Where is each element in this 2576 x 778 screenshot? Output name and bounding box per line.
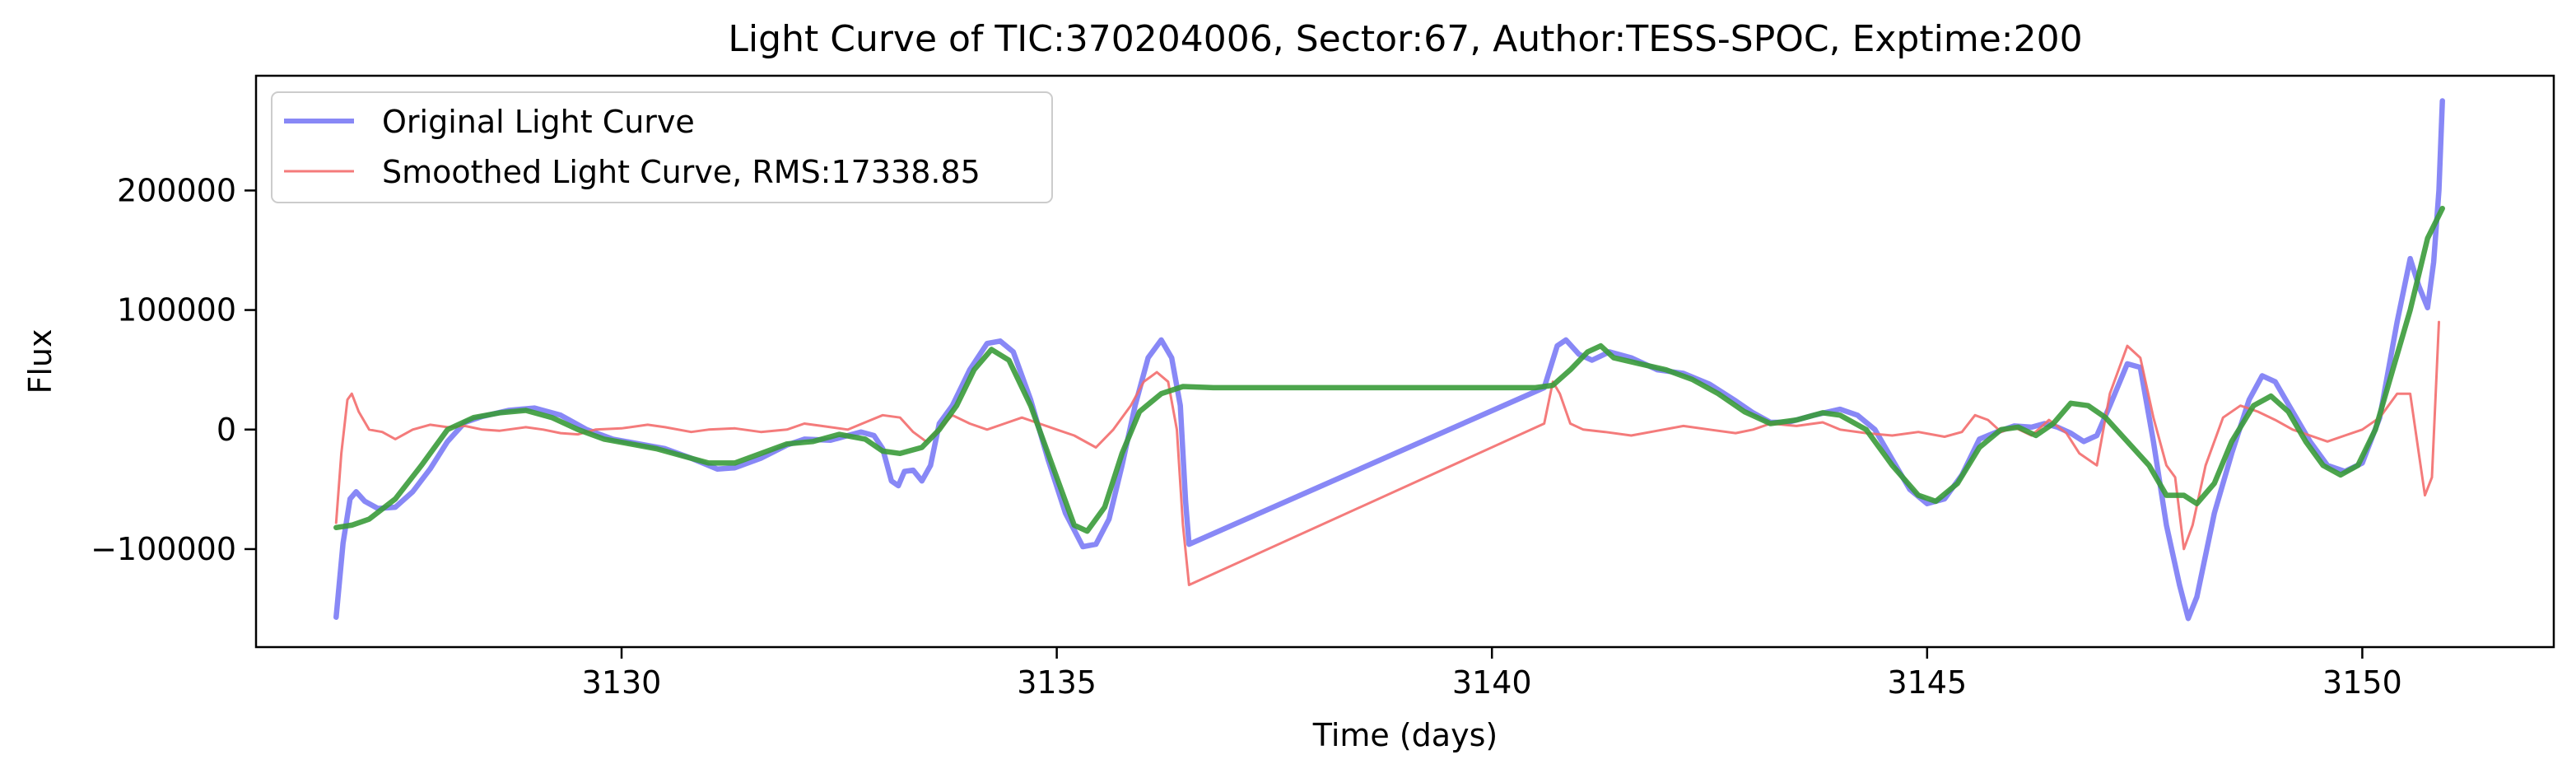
- legend-label-smoothed: Smoothed Light Curve, RMS:17338.85: [382, 154, 981, 190]
- series-line-smoothed: [334, 320, 2440, 586]
- legend-box: [271, 91, 1053, 203]
- x-tick-label: 3150: [2322, 664, 2402, 701]
- x-tick-label: 3145: [1887, 664, 1967, 701]
- series-line-trend: [333, 205, 2445, 534]
- plot-area-frame: [254, 74, 2555, 649]
- x-tick-label: 3140: [1452, 664, 1532, 701]
- x-axis-label: Time (days): [1312, 717, 1498, 753]
- y-tick-label: 100000: [117, 292, 236, 328]
- series-layer: [333, 98, 2445, 622]
- legend-label-original: Original Light Curve: [382, 104, 695, 140]
- y-tick-label: −100000: [91, 531, 236, 567]
- axis-layer: 3130 3135 3140 3145 3150 −100000 0 100000 200000: [91, 172, 2402, 701]
- x-tick-label: 3135: [1017, 664, 1097, 701]
- y-axis-label: Flux: [22, 329, 58, 394]
- y-tick-label: 0: [217, 412, 236, 448]
- chart-title: Light Curve of TIC:370204006, Sector:67,…: [728, 18, 2082, 60]
- legend: Original Light Curve Smoothed Light Curv…: [271, 91, 1053, 203]
- x-tick-label: 3130: [582, 664, 662, 701]
- y-tick-label: 200000: [117, 172, 236, 208]
